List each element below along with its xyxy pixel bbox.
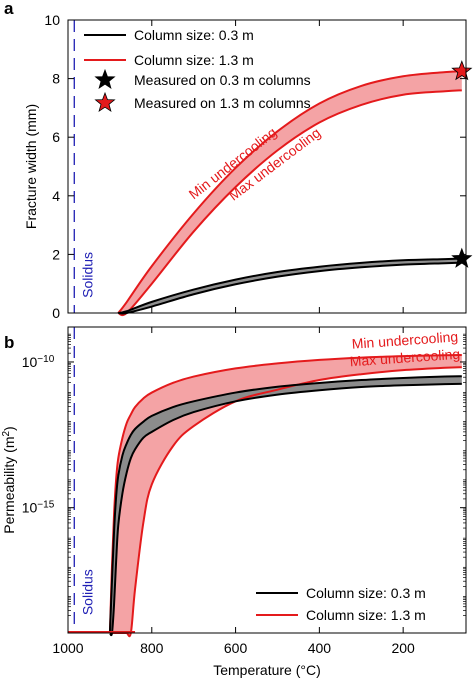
- panel-a-letter: a: [4, 0, 14, 18]
- panel-b-x-ticks: 1000 800 600 400 200: [52, 327, 415, 656]
- panel-b-y-ticks: 10−10 10−15: [22, 333, 466, 616]
- legend-label-measured-0-3m: Measured on 0.3 m columns: [134, 72, 311, 88]
- y-tick-label: 10−10: [22, 353, 55, 370]
- x-tick-label: 600: [224, 640, 248, 656]
- line-0-3m-lower: [118, 261, 462, 315]
- panel-b: b 1000 800 600 400 200 10−10 10−15 Permeabili…: [1, 326, 467, 678]
- legend-label-1-3m: Column size: 1.3 m: [134, 52, 254, 68]
- x-axis-label: Temperature (°C): [213, 662, 321, 678]
- star-marker-0-3m: [451, 247, 473, 268]
- line-0-3m-upper: [108, 375, 462, 634]
- legend-label-0-3m: Column size: 0.3 m: [306, 585, 426, 601]
- panel-a-y-ticks: 0 2 4 6 8 10: [44, 12, 466, 321]
- legend-label-0-3m: Column size: 0.3 m: [134, 27, 254, 43]
- y-tick-label: 10−15: [22, 499, 55, 516]
- line-0-3m-lower: [108, 382, 462, 637]
- ylabel-close: ): [1, 426, 17, 431]
- y-tick-label: 10: [44, 12, 60, 28]
- panel-a-axes-frame: [67, 19, 467, 314]
- legend-label-measured-1-3m: Measured on 1.3 m columns: [134, 95, 311, 111]
- line-1-3m-upper: [117, 70, 462, 314]
- line-1-3m-upper: [108, 353, 462, 634]
- ylabel-sup: 2: [1, 430, 12, 436]
- ylabel-main: Permeability (m: [1, 436, 17, 533]
- line-0-3m-upper: [118, 257, 462, 314]
- legend-label-1-3m: Column size: 1.3 m: [306, 607, 426, 623]
- panel-a-x-ticks: [67, 20, 404, 313]
- solidus-label: Solidus: [79, 569, 95, 615]
- x-tick-label: 400: [308, 640, 332, 656]
- x-tick-label: 1000: [52, 640, 83, 656]
- y-tick-label: 0: [52, 305, 60, 321]
- solidus-label: Solidus: [79, 252, 95, 298]
- y-tick-label: 2: [52, 246, 60, 262]
- min-undercooling-label: Min undercooling: [351, 328, 458, 351]
- x-tick-label: 200: [391, 640, 415, 656]
- legend-star-0-3m: [94, 68, 116, 90]
- band-0-3m: [118, 258, 462, 314]
- panel-b-letter: b: [4, 333, 14, 352]
- panel-b-legend: Column size: 0.3 m Column size: 1.3 m: [256, 585, 426, 623]
- panel-a-legend: Column size: 0.3 m Column size: 1.3 m Me…: [84, 27, 311, 113]
- panel-a-y-axis-label: Fracture width (mm): [23, 104, 39, 229]
- legend-star-1-3m: [94, 91, 116, 113]
- max-undercooling-label: Max undercooling: [349, 346, 460, 370]
- panel-a-plot-area: [73, 20, 473, 317]
- y-tick-label: 4: [52, 188, 60, 204]
- panel-b-y-axis-label: Permeability (m2): [1, 426, 18, 533]
- y-tick-label: 6: [52, 129, 60, 145]
- line-1-3m-lower: [117, 89, 462, 317]
- x-tick-label: 800: [140, 640, 164, 656]
- y-tick-label: 8: [52, 71, 60, 87]
- star-marker-1-3m: [451, 60, 473, 81]
